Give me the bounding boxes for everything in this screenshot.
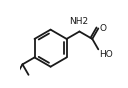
Text: O: O	[100, 23, 107, 32]
Text: NH2: NH2	[69, 17, 88, 26]
Text: HO: HO	[99, 50, 113, 59]
